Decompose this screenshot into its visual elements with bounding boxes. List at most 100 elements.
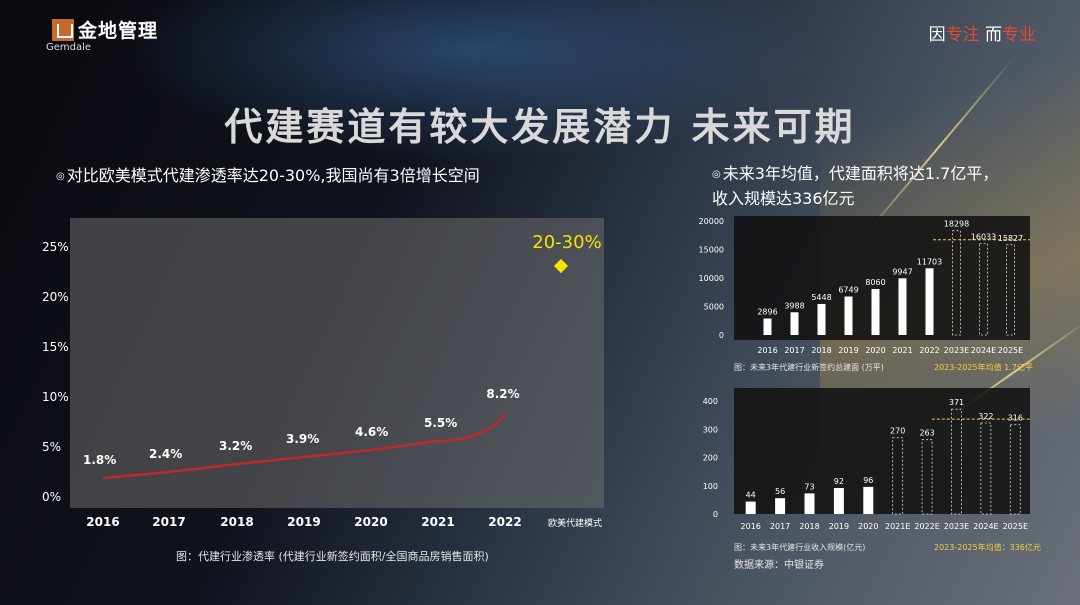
left-bullet: ◎ 对比欧美模式代建渗透率达20-30%,我国尚有3倍增长空间 <box>56 164 480 189</box>
data-label: 8060 <box>865 278 885 287</box>
bar <box>863 486 874 514</box>
highlight-point <box>553 258 569 274</box>
x-tick-label: 2022E <box>914 522 939 531</box>
x-tick-label: 2016 <box>757 346 777 355</box>
x-tick-label: 2016 <box>86 515 119 529</box>
x-tick-label: 欧美代建模式 <box>548 517 602 529</box>
page-title: 代建赛道有较大发展潜力 未来可期 <box>224 105 856 149</box>
forecast-bar <box>979 243 988 336</box>
forecast-bar <box>1009 424 1021 515</box>
data-source: 数据来源：中银证券 <box>734 560 824 571</box>
bar <box>804 493 815 514</box>
y-tick-label: 5% <box>42 440 61 454</box>
x-tick-label: 2018 <box>220 515 253 529</box>
forecast-bar <box>921 439 933 515</box>
bar <box>763 318 772 335</box>
left-bullet-text: 对比欧美模式代建渗透率达20-30%,我国尚有3倍增长空间 <box>66 166 480 185</box>
brand-logo: 金地管理 <box>52 16 158 43</box>
slogan-highlight: 专业 <box>1002 25 1036 45</box>
slogan-highlight: 专注 <box>945 25 980 45</box>
x-tick-label: 2016 <box>741 522 761 531</box>
bar <box>745 501 756 514</box>
right-bullet-line1: 未来3年均值，代建面积将达1.7亿平， <box>722 164 999 183</box>
y-tick-label: 200 <box>703 454 718 463</box>
data-label: 270 <box>890 427 905 436</box>
data-label: 5.5% <box>424 416 457 430</box>
x-tick-label: 2018 <box>811 346 831 355</box>
data-label: 1.8% <box>83 453 116 467</box>
right-bullet: ◎ 未来3年均值，代建面积将达1.7亿平， 收入规模达336亿元 <box>712 162 998 211</box>
y-tick-label: 10000 <box>699 274 724 283</box>
data-label: 6749 <box>838 286 858 295</box>
y-tick-label: 300 <box>703 425 718 434</box>
x-tick-label: 2024E <box>971 346 996 355</box>
plot-area <box>70 218 604 508</box>
left-chart-caption: 图：代建行业渗透率 (代建行业新签约面积/全国商品房销售面积) <box>176 550 489 563</box>
x-tick-label: 2024E <box>973 522 998 531</box>
y-tick-label: 15000 <box>699 246 724 255</box>
area-bar-chart: 0 5000 10000 15000 20000 2896 2016 3988 2017 5448… <box>699 216 1030 355</box>
y-tick-label: 0 <box>719 331 724 340</box>
x-tick-label: 2020 <box>354 515 387 529</box>
forecast-bar <box>951 408 962 515</box>
y-tick-label: 20% <box>42 290 69 304</box>
bullet-icon: ◎ <box>712 168 721 180</box>
data-label: 9947 <box>892 267 912 276</box>
data-label: 44 <box>746 491 756 500</box>
bottom-chart-caption: 图：未来3年代建行业收入规模(亿元) <box>734 543 866 552</box>
x-tick-label: 2021 <box>421 515 454 529</box>
data-label: 15827 <box>998 234 1023 243</box>
data-label: 92 <box>834 477 844 486</box>
data-label: 2896 <box>757 307 777 316</box>
data-label: 322 <box>978 412 993 421</box>
x-tick-label: 2019 <box>838 346 858 355</box>
y-tick-label: 20000 <box>699 217 724 226</box>
data-label: 4.6% <box>355 425 388 439</box>
penetration-line-chart: 0% 5% 10% 15% 20% 25% 2016 2017 2018 2019 2020 2021… <box>42 218 604 529</box>
x-tick-label: 2023E <box>944 522 969 531</box>
x-tick-label: 2021 <box>892 346 912 355</box>
bar <box>775 498 786 514</box>
data-label: 316 <box>1008 414 1023 423</box>
highlight-label: 20-30% <box>532 232 601 253</box>
data-label: 371 <box>949 398 964 407</box>
x-tick-label: 2022 <box>919 346 939 355</box>
data-label: 263 <box>919 429 934 438</box>
x-tick-label: 2021E <box>885 522 910 531</box>
data-label: 11703 <box>917 257 942 266</box>
x-tick-label: 2019 <box>287 515 320 529</box>
y-tick-label: 0% <box>42 490 61 504</box>
logo-icon <box>52 18 74 41</box>
bar <box>925 268 934 335</box>
bar <box>833 488 844 514</box>
data-label: 8.2% <box>486 387 519 401</box>
data-label: 73 <box>804 482 814 491</box>
x-tick-label: 2020 <box>858 522 878 531</box>
series-line <box>102 413 507 480</box>
forecast-bar <box>980 422 992 515</box>
y-tick-label: 10% <box>42 390 69 404</box>
forecast-bar <box>892 437 904 515</box>
y-tick-label: 400 <box>703 397 718 406</box>
bar <box>817 303 826 335</box>
data-label: 18298 <box>944 220 969 229</box>
y-tick-label: 0 <box>713 510 718 519</box>
y-tick-label: 15% <box>42 340 69 354</box>
y-tick-label: 100 <box>703 482 718 491</box>
data-label: 3.9% <box>286 432 319 446</box>
bullet-icon: ◎ <box>56 170 65 182</box>
data-label: 3988 <box>784 301 804 310</box>
plot-area <box>734 216 1030 340</box>
x-tick-label: 2020 <box>865 346 885 355</box>
slogan-prefix: 因 <box>928 25 946 45</box>
y-tick-label: 5000 <box>704 303 724 312</box>
top-chart-caption: 图：未来3年代建行业新签约总建面 (万平) <box>734 363 884 372</box>
data-label: 3.2% <box>219 439 252 453</box>
y-tick-label: 25% <box>42 240 69 254</box>
data-label: 5448 <box>811 293 831 302</box>
top-chart-average-caption: 2023-2025年均值 1.7亿平 <box>934 363 1033 372</box>
x-tick-label: 2019 <box>829 522 849 531</box>
x-tick-label: 2017 <box>770 522 790 531</box>
x-tick-label: 2022 <box>488 515 521 529</box>
slogan-mid: 而 <box>979 25 1002 45</box>
